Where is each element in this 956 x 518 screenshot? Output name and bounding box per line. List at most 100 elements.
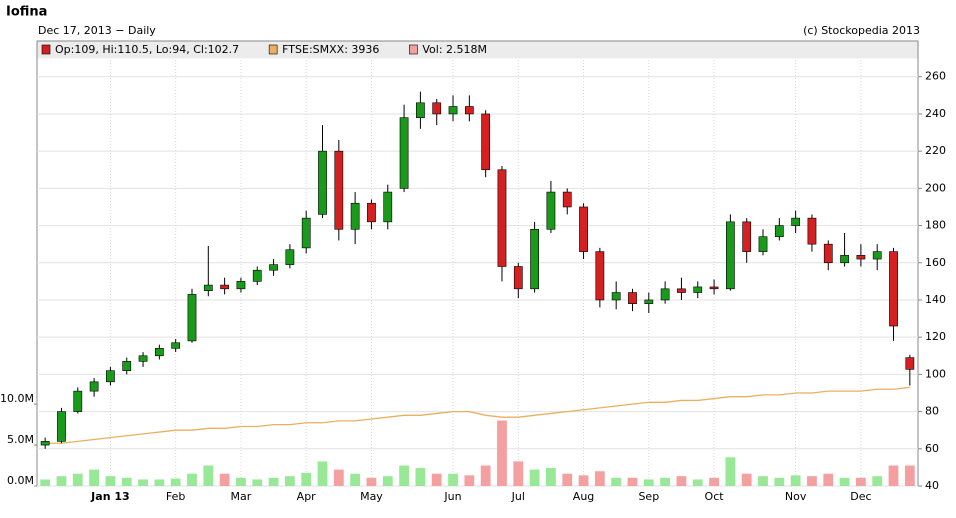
legend-swatch (41, 44, 51, 55)
volume-bar (741, 473, 752, 486)
candle-body (432, 102, 442, 115)
candle-body (611, 292, 621, 301)
volume-bar (72, 473, 83, 486)
legend-label: FTSE:SMXX: 3936 (282, 43, 379, 56)
candle-body (448, 106, 458, 115)
candle-body (236, 281, 246, 290)
candle-body (252, 269, 262, 282)
candle-body (562, 191, 572, 208)
candle-body (399, 117, 409, 189)
volume-bar (236, 477, 246, 486)
volume-bar (856, 477, 866, 486)
candle-body (40, 441, 50, 446)
candle-body (840, 255, 849, 264)
candle-body (220, 284, 229, 290)
volume-bar (497, 420, 507, 486)
candle-body (464, 106, 474, 115)
volume-bar (170, 478, 181, 486)
volume-bar (350, 473, 361, 486)
volume-bar (529, 469, 540, 486)
volume-bar (284, 476, 295, 486)
y-tick-label: 260 (925, 70, 946, 83)
candle-body (89, 381, 99, 392)
candle-body (530, 228, 539, 290)
candle-body (57, 411, 66, 442)
y2-tick-label: 5.0M (7, 433, 34, 446)
candle-body (660, 288, 670, 301)
legend-swatch (409, 44, 418, 55)
candle-body (122, 361, 132, 371)
candle-body (644, 299, 654, 304)
volume-bar (676, 476, 687, 486)
candle-body (546, 191, 556, 230)
volume-bar (40, 479, 51, 486)
y-tick-label: 40 (925, 479, 939, 492)
candle-body (187, 294, 197, 342)
x-tick-label: Jun (443, 490, 461, 503)
candle-body (872, 251, 882, 260)
volume-bar (725, 457, 736, 486)
candle-body (709, 286, 719, 290)
volume-bar (807, 476, 817, 486)
legend-band (37, 41, 918, 59)
candle-body (497, 169, 507, 267)
volume-bar (399, 465, 409, 486)
x-tick-label: Aug (573, 490, 594, 503)
x-tick-label: Dec (850, 490, 871, 503)
candle-body (774, 225, 784, 238)
volume-bar (578, 475, 589, 486)
x-tick-label: Jan 13 (90, 490, 129, 503)
volume-bar (839, 477, 850, 486)
volume-bar (758, 476, 768, 486)
volume-bar (594, 471, 605, 486)
candle-body (758, 236, 768, 252)
candle-body (318, 150, 327, 215)
volume-bar (382, 476, 393, 486)
volume-bar (888, 465, 899, 486)
legend-swatch (268, 44, 278, 55)
volume-bar (546, 467, 556, 486)
volume-bar (366, 477, 377, 486)
x-tick-label: Jul (511, 490, 525, 503)
volume-bar (660, 477, 671, 486)
chart-title: Iofina (6, 5, 47, 20)
volume-bar (219, 473, 230, 486)
volume-bar (790, 475, 801, 486)
y-tick-label: 200 (925, 181, 946, 194)
volume-bar (301, 472, 312, 486)
candle-body (154, 348, 164, 357)
volume-bar (56, 476, 67, 486)
volume-bar (317, 461, 328, 486)
volume-bar (121, 477, 132, 486)
y-tick-label: 120 (925, 330, 946, 343)
x-tick-label: Nov (785, 490, 807, 503)
volume-bar (333, 469, 344, 486)
y-tick-label: 240 (925, 107, 946, 120)
candle-body (905, 357, 915, 370)
y-tick-label: 220 (925, 144, 946, 157)
candle-body (823, 243, 833, 264)
y-tick-label: 100 (925, 367, 946, 380)
x-tick-label: Oct (705, 490, 725, 503)
candle-body (138, 355, 148, 362)
volume-bar (692, 479, 703, 486)
candle-body (595, 251, 605, 301)
y-tick-label: 140 (925, 293, 946, 306)
candle-body (301, 217, 311, 249)
x-tick-label: Mar (231, 490, 252, 503)
volume-bar (464, 475, 475, 486)
candle-body (726, 221, 735, 290)
volume-bar (154, 479, 165, 486)
candle-body (416, 102, 425, 118)
x-tick-label: May (360, 490, 383, 503)
volume-bar (774, 477, 785, 486)
candle-body (383, 191, 393, 223)
legend-label: Vol: 2.518M (422, 43, 487, 56)
volume-bar (252, 479, 263, 486)
volume-bar (562, 473, 573, 486)
candle-body (334, 150, 344, 230)
volume-bar (513, 461, 524, 486)
candle-body (628, 292, 637, 304)
volume-bar (89, 469, 99, 486)
